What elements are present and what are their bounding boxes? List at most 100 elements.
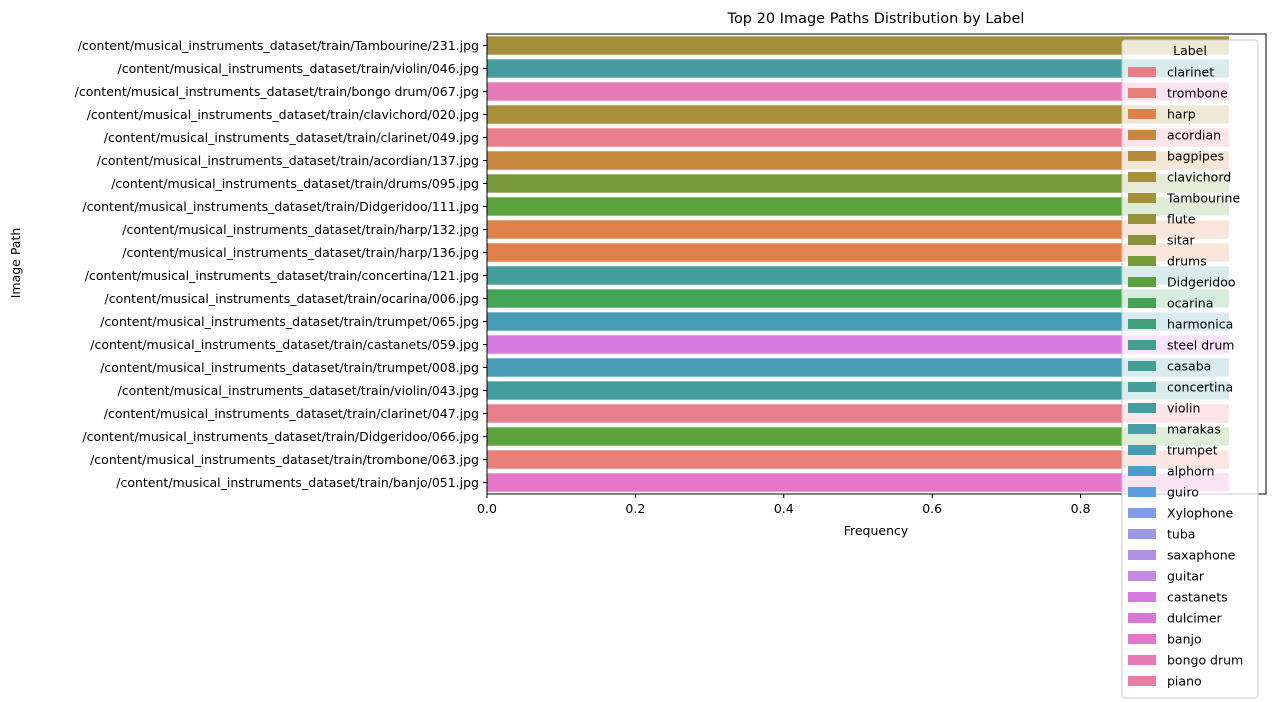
legend-swatch (1128, 109, 1156, 119)
x-tick-label: 0.6 (922, 501, 942, 516)
x-tick-label: 0.8 (1071, 501, 1091, 516)
x-tick-label: 0.2 (625, 501, 645, 516)
legend-label: guiro (1167, 485, 1199, 500)
bar-clavichord (487, 105, 1229, 124)
legend-swatch (1128, 550, 1156, 560)
legend-label: casaba (1167, 359, 1211, 374)
bar-harp (487, 243, 1229, 262)
y-tick-label: /content/musical_instruments_dataset/tra… (97, 153, 479, 168)
legend-label: clarinet (1167, 65, 1214, 80)
legend-swatch (1128, 277, 1156, 287)
chart-title: Top 20 Image Paths Distribution by Label (727, 11, 1025, 27)
legend-label: banjo (1167, 632, 1202, 647)
bar-tambourine (487, 36, 1229, 55)
legend-swatch (1128, 445, 1156, 455)
legend-swatch (1128, 340, 1156, 350)
legend-swatch (1128, 592, 1156, 602)
legend-label: marakas (1167, 422, 1221, 437)
bars-group (487, 36, 1229, 492)
legend-swatch (1128, 130, 1156, 140)
y-tick-label: /content/musical_instruments_dataset/tra… (105, 291, 479, 306)
y-tick-label: /content/musical_instruments_dataset/tra… (111, 176, 479, 191)
legend-label: saxaphone (1167, 548, 1236, 563)
legend-swatch (1128, 361, 1156, 371)
legend-label: bongo drum (1167, 653, 1243, 668)
legend-label: Tambourine (1166, 191, 1240, 206)
bar-banjo (487, 473, 1229, 492)
y-tick-label: /content/musical_instruments_dataset/tra… (118, 61, 480, 76)
legend-label: acordian (1167, 128, 1221, 143)
y-tick-label: /content/musical_instruments_dataset/tra… (85, 268, 479, 283)
bar-didgeridoo (487, 427, 1229, 446)
legend-label: concertina (1167, 380, 1233, 395)
y-tick-labels: /content/musical_instruments_dataset/tra… (75, 38, 487, 490)
legend-swatch (1128, 172, 1156, 182)
legend-swatch (1128, 424, 1156, 434)
legend-label: alphorn (1167, 464, 1214, 479)
bar-ocarina (487, 289, 1229, 308)
legend-swatch (1128, 634, 1156, 644)
bar-acordian (487, 151, 1229, 170)
legend-title: Label (1173, 43, 1207, 58)
legend-swatch (1128, 508, 1156, 518)
y-tick-label: /content/musical_instruments_dataset/tra… (104, 406, 479, 421)
y-tick-label: /content/musical_instruments_dataset/tra… (87, 107, 479, 122)
legend-label: bagpipes (1167, 149, 1224, 164)
y-tick-label: /content/musical_instruments_dataset/tra… (82, 199, 479, 214)
legend-entries: clarinet trombone harp acordian bagpipes clav… (1128, 65, 1243, 689)
y-tick-label: /content/musical_instruments_dataset/tra… (104, 130, 479, 145)
legend-label: violin (1167, 401, 1200, 416)
legend-swatch (1128, 319, 1156, 329)
bar-trumpet (487, 358, 1229, 377)
legend-label: harp (1167, 107, 1196, 122)
bar-trombone (487, 450, 1229, 469)
legend-label: clavichord (1167, 170, 1231, 185)
bar-didgeridoo (487, 197, 1229, 216)
legend-label: flute (1167, 212, 1196, 227)
y-tick-label: /content/musical_instruments_dataset/tra… (75, 84, 479, 99)
legend-swatch (1128, 382, 1156, 392)
y-axis-label: Image Path (8, 228, 23, 299)
legend-label: ocarina (1167, 296, 1213, 311)
legend-swatch (1128, 214, 1156, 224)
bar-violin (487, 59, 1229, 78)
y-tick-label: /content/musical_instruments_dataset/tra… (122, 245, 479, 260)
y-tick-label: /content/musical_instruments_dataset/tra… (78, 38, 479, 53)
x-tick-label: 0.0 (477, 501, 497, 516)
legend-swatch (1128, 571, 1156, 581)
legend-label: tuba (1167, 527, 1195, 542)
legend-label: castanets (1167, 590, 1228, 605)
legend-label: sitar (1167, 233, 1196, 248)
legend-label: steel drum (1167, 338, 1234, 353)
y-tick-label: /content/musical_instruments_dataset/tra… (90, 452, 479, 467)
legend-swatch (1128, 235, 1156, 245)
legend-label: drums (1167, 254, 1207, 269)
bar-drums (487, 174, 1229, 193)
legend-label: Didgeridoo (1167, 275, 1236, 290)
bar-harp (487, 220, 1229, 239)
bar-bongo-drum (487, 82, 1229, 101)
bar-clarinet (487, 128, 1229, 147)
legend-swatch (1128, 403, 1156, 413)
legend: Label clarinet trombone harp acordian bagpip… (1121, 39, 1259, 699)
legend-label: dulcimer (1167, 611, 1223, 626)
plot-frame (486, 33, 1267, 495)
bar-clarinet (487, 404, 1229, 423)
y-tick-label: /content/musical_instruments_dataset/tra… (82, 429, 479, 444)
y-tick-label: /content/musical_instruments_dataset/tra… (90, 337, 479, 352)
y-tick-label: /content/musical_instruments_dataset/tra… (100, 360, 479, 375)
legend-label: guitar (1167, 569, 1205, 584)
bar-trumpet (487, 312, 1229, 331)
x-tick-label: 0.4 (774, 501, 794, 516)
legend-label: harmonica (1167, 317, 1233, 332)
x-axis-label: Frequency (844, 523, 909, 538)
bar-violin (487, 381, 1229, 400)
legend-swatch (1128, 466, 1156, 476)
bar-concertina (487, 266, 1229, 285)
y-tick-label: /content/musical_instruments_dataset/tra… (122, 222, 479, 237)
bar-castanets (487, 335, 1229, 354)
legend-label: Xylophone (1167, 506, 1234, 521)
legend-swatch (1128, 613, 1156, 623)
x-axis-ticks: 0.0 0.2 0.4 0.6 0.8 (477, 494, 1091, 516)
legend-swatch (1128, 151, 1156, 161)
